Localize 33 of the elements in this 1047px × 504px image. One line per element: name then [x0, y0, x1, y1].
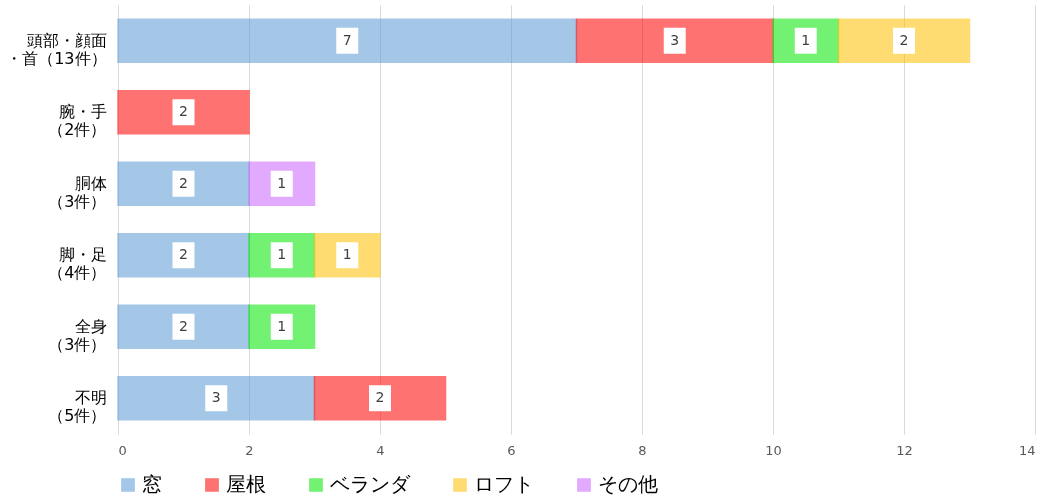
x-tick-label: 8: [638, 442, 647, 458]
y-tick-label: 腕・手（2件）: [48, 102, 107, 140]
legend-label: その他: [598, 472, 658, 496]
data-label: 7: [342, 31, 352, 48]
x-tick-label: 0: [118, 442, 127, 458]
y-tick-label: 全身（3件）: [48, 316, 107, 354]
data-label: 1: [277, 174, 287, 191]
data-label: 3: [670, 31, 680, 48]
data-label: 3: [211, 389, 221, 406]
data-label: 2: [899, 31, 909, 48]
data-label: 1: [277, 317, 287, 334]
x-tick-label: 14: [1018, 442, 1036, 458]
x-tick-label: 2: [245, 442, 254, 458]
data-label: 1: [801, 31, 811, 48]
data-label: 1: [342, 246, 352, 263]
data-label: 2: [375, 389, 385, 406]
legend-label: ロフト: [474, 472, 534, 496]
y-tick-label: 頭部・顔面・首（13件）: [6, 30, 107, 68]
x-tick-label: 12: [896, 442, 913, 458]
x-tick-label: 6: [507, 442, 516, 458]
legend-label: ベランダ: [330, 472, 411, 496]
y-tick-label: 不明（5件）: [48, 388, 107, 426]
data-label: 2: [179, 103, 188, 120]
legend-label: 窓: [142, 472, 162, 496]
data-label: 1: [277, 246, 287, 263]
y-tick-label: 脚・足（4件）: [48, 245, 107, 283]
y-tick-label: 胴体（3件）: [48, 173, 107, 211]
data-label: 2: [179, 174, 188, 191]
x-tick-label: 4: [376, 442, 385, 458]
legend-label: 屋根: [226, 472, 266, 496]
data-label: 2: [179, 317, 188, 334]
x-tick-label: 10: [765, 442, 782, 458]
data-label: 2: [179, 246, 188, 263]
